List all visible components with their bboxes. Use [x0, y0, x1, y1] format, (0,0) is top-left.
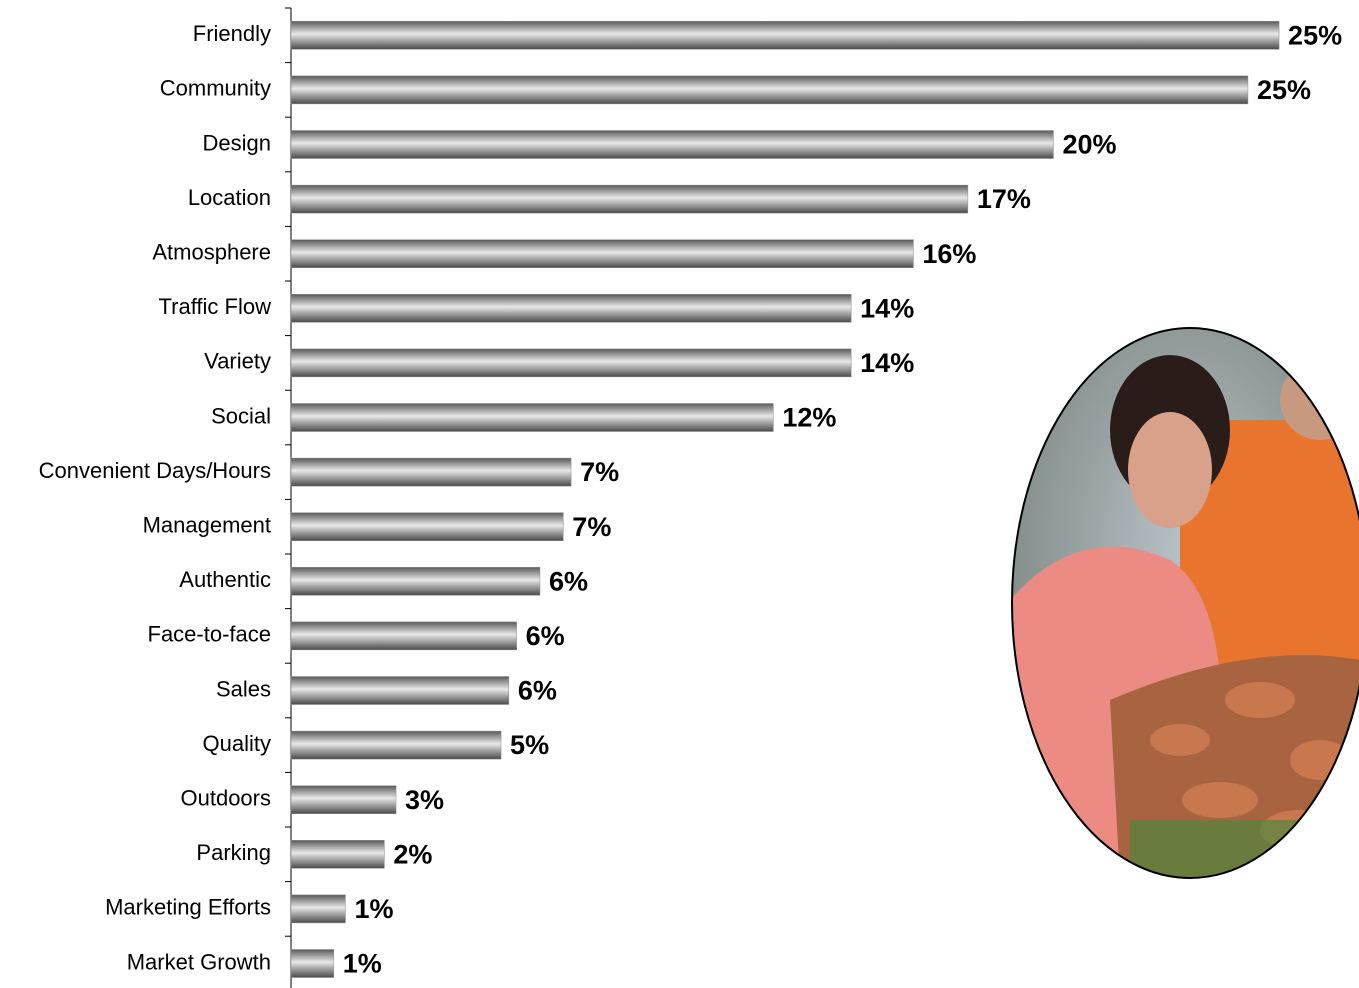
- bar: [290, 75, 1249, 105]
- data-label: 16%: [922, 239, 976, 269]
- data-label: 7%: [580, 457, 619, 487]
- category-label: Social: [211, 403, 271, 428]
- data-label: 25%: [1257, 75, 1311, 105]
- data-label: 1%: [354, 894, 393, 924]
- bar: [290, 130, 1054, 159]
- category-label: Variety: [204, 349, 271, 374]
- category-label: Quality: [203, 731, 271, 756]
- data-label: 25%: [1288, 20, 1342, 50]
- bar: [290, 676, 510, 705]
- bar: [290, 621, 517, 651]
- bar: [290, 730, 502, 760]
- data-label: 20%: [1062, 130, 1116, 160]
- data-label: 6%: [549, 566, 588, 596]
- category-label: Market Growth: [127, 949, 271, 974]
- bar: [290, 567, 541, 596]
- category-label: Location: [188, 185, 271, 210]
- bar: [290, 785, 397, 814]
- data-label: 2%: [393, 839, 432, 869]
- category-label: Authentic: [179, 567, 271, 592]
- data-label: 14%: [860, 348, 914, 378]
- category-label: Parking: [196, 840, 271, 865]
- data-label: 6%: [526, 621, 565, 651]
- bar: [290, 403, 774, 432]
- bar: [290, 894, 346, 924]
- category-label: Face-to-face: [148, 622, 272, 647]
- bar: [290, 840, 385, 869]
- category-label: Atmosphere: [152, 240, 271, 265]
- bar: [290, 239, 914, 268]
- category-label: Sales: [216, 676, 271, 701]
- category-label: Outdoors: [181, 786, 272, 811]
- bar: [290, 512, 564, 541]
- data-label: 1%: [343, 949, 382, 979]
- category-label: Friendly: [193, 21, 271, 46]
- data-label: 17%: [977, 184, 1031, 214]
- category-label: Management: [143, 513, 271, 538]
- bar: [290, 348, 852, 378]
- bar: [290, 21, 1280, 50]
- category-label: Traffic Flow: [159, 294, 272, 319]
- data-label: 5%: [510, 730, 549, 760]
- category-label: Design: [203, 130, 271, 155]
- bar: [290, 949, 335, 978]
- photo-frame: [1011, 327, 1359, 879]
- bar: [290, 294, 852, 323]
- photo: [1012, 328, 1359, 878]
- data-label: 14%: [860, 293, 914, 323]
- bar: [290, 184, 969, 214]
- data-label: 7%: [572, 512, 611, 542]
- category-label: Community: [160, 76, 271, 101]
- category-label: Convenient Days/Hours: [39, 458, 271, 483]
- data-label: 3%: [405, 785, 444, 815]
- data-label: 6%: [518, 676, 557, 706]
- data-label: 12%: [782, 403, 836, 433]
- category-label: Marketing Efforts: [105, 895, 271, 920]
- bar: [290, 457, 572, 487]
